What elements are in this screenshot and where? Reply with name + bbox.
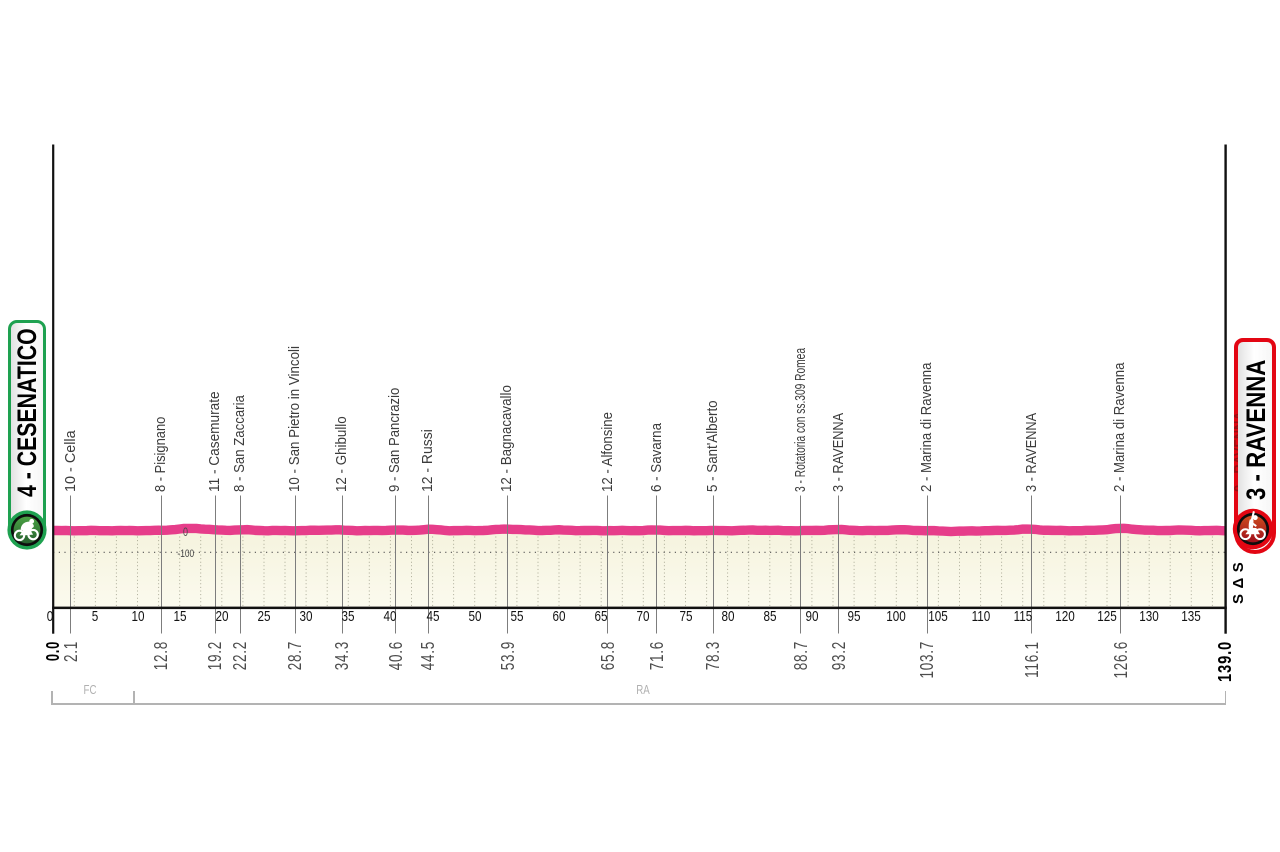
svg-text:0: 0 bbox=[183, 527, 188, 539]
svg-text:-100: -100 bbox=[177, 548, 194, 561]
